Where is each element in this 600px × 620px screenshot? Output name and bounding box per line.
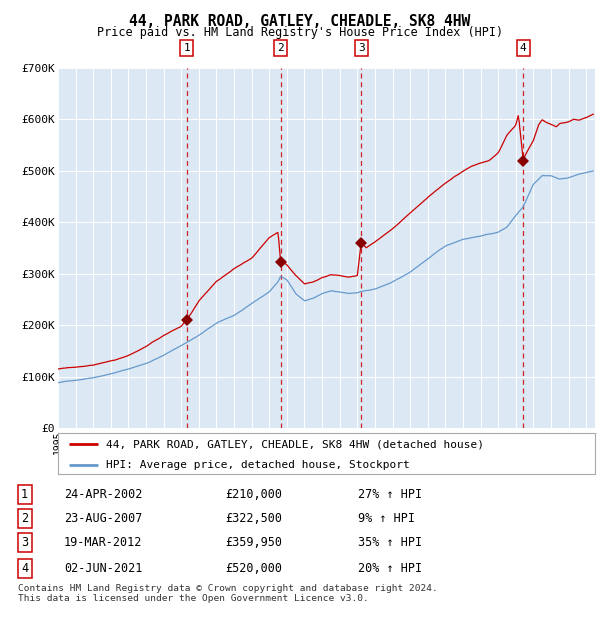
Text: 19-MAR-2012: 19-MAR-2012	[64, 536, 142, 549]
Text: 9% ↑ HPI: 9% ↑ HPI	[358, 512, 415, 525]
Text: 24-APR-2002: 24-APR-2002	[64, 488, 142, 501]
Text: 23-AUG-2007: 23-AUG-2007	[64, 512, 142, 525]
Text: £322,500: £322,500	[225, 512, 282, 525]
Text: 44, PARK ROAD, GATLEY, CHEADLE, SK8 4HW: 44, PARK ROAD, GATLEY, CHEADLE, SK8 4HW	[130, 14, 470, 29]
Text: 2: 2	[277, 43, 284, 53]
Text: 1: 1	[184, 43, 190, 53]
Text: Price paid vs. HM Land Registry's House Price Index (HPI): Price paid vs. HM Land Registry's House …	[97, 26, 503, 39]
Text: 3: 3	[21, 536, 28, 549]
Text: £210,000: £210,000	[225, 488, 282, 501]
Text: 3: 3	[358, 43, 365, 53]
Text: 35% ↑ HPI: 35% ↑ HPI	[358, 536, 422, 549]
Text: Contains HM Land Registry data © Crown copyright and database right 2024.
This d: Contains HM Land Registry data © Crown c…	[18, 584, 438, 603]
Text: £520,000: £520,000	[225, 562, 282, 575]
Text: 44, PARK ROAD, GATLEY, CHEADLE, SK8 4HW (detached house): 44, PARK ROAD, GATLEY, CHEADLE, SK8 4HW …	[106, 440, 484, 450]
Text: 02-JUN-2021: 02-JUN-2021	[64, 562, 142, 575]
Text: HPI: Average price, detached house, Stockport: HPI: Average price, detached house, Stoc…	[106, 460, 410, 470]
Text: 2: 2	[21, 512, 28, 525]
Text: £359,950: £359,950	[225, 536, 282, 549]
Text: 4: 4	[520, 43, 527, 53]
Text: 20% ↑ HPI: 20% ↑ HPI	[358, 562, 422, 575]
Text: 4: 4	[21, 562, 28, 575]
Text: 27% ↑ HPI: 27% ↑ HPI	[358, 488, 422, 501]
Text: 1: 1	[21, 488, 28, 501]
